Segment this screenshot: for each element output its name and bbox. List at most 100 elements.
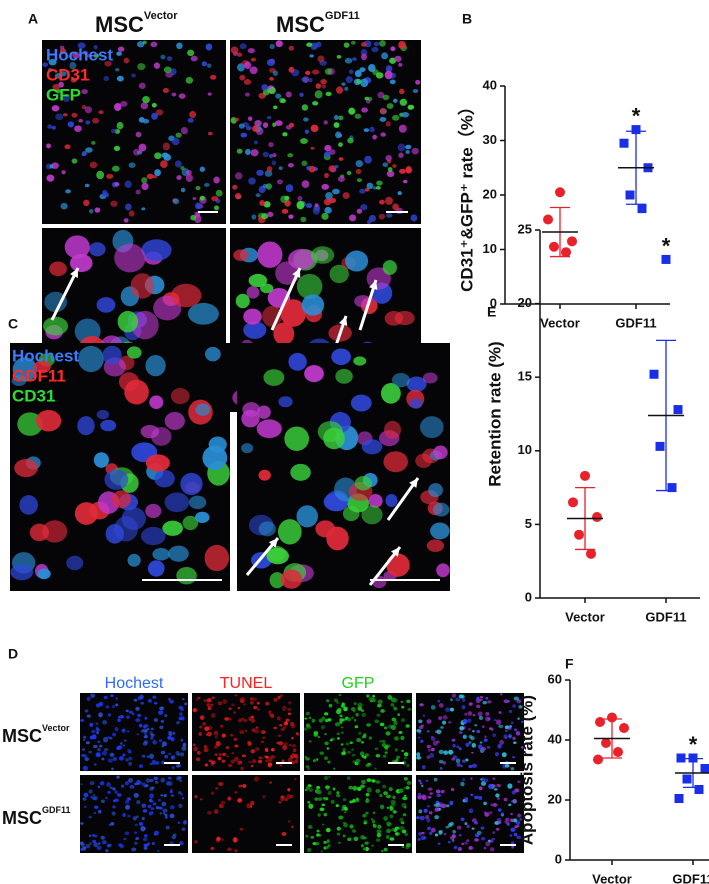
cell	[434, 833, 439, 837]
cell	[513, 741, 517, 745]
cell	[434, 807, 440, 812]
cell	[364, 753, 370, 757]
cell	[426, 818, 431, 823]
cell	[340, 743, 344, 746]
cell	[365, 792, 370, 797]
cell	[93, 744, 98, 749]
cell	[364, 96, 370, 101]
cell	[462, 718, 468, 725]
cell	[105, 705, 110, 709]
cell	[83, 792, 89, 798]
data-point	[673, 405, 683, 415]
cell	[445, 804, 450, 808]
cell	[384, 751, 389, 755]
cell	[247, 47, 255, 54]
cell	[213, 809, 219, 814]
cell	[161, 152, 169, 158]
cell	[328, 703, 333, 708]
cell	[402, 796, 408, 801]
cell	[495, 752, 499, 757]
cell	[202, 722, 207, 726]
cell	[403, 776, 408, 781]
cell	[262, 122, 269, 128]
cell	[437, 842, 441, 845]
cell	[117, 310, 139, 333]
cell	[257, 759, 263, 764]
cell	[510, 827, 516, 832]
cell	[35, 409, 62, 432]
cell	[103, 695, 108, 700]
cell	[250, 149, 259, 157]
cell	[124, 781, 129, 786]
cell	[123, 739, 127, 742]
cell	[455, 697, 461, 702]
cell	[171, 835, 176, 839]
cell	[447, 840, 451, 844]
cell	[338, 841, 341, 844]
cell	[195, 757, 201, 762]
cell	[387, 744, 391, 747]
cell	[93, 763, 97, 766]
cell	[328, 165, 337, 173]
cell	[138, 764, 143, 768]
cell	[104, 796, 108, 800]
cell	[379, 108, 387, 115]
cell	[497, 808, 502, 812]
cell	[147, 560, 165, 577]
cell	[438, 703, 444, 708]
cell	[511, 790, 516, 795]
cell	[246, 286, 260, 299]
cell	[315, 41, 322, 48]
cell	[122, 744, 126, 747]
cell	[168, 730, 172, 734]
cell	[512, 736, 516, 741]
cell	[146, 727, 150, 731]
cell	[346, 170, 352, 176]
cell	[95, 722, 99, 725]
cell	[422, 372, 438, 384]
cell	[440, 726, 444, 729]
cell	[351, 753, 356, 757]
cell	[123, 218, 129, 223]
cell	[436, 793, 441, 798]
cell	[384, 420, 402, 439]
cell	[135, 837, 138, 841]
cell	[248, 718, 252, 721]
cell	[215, 786, 219, 790]
cell	[206, 731, 212, 737]
cell	[288, 701, 292, 705]
cell	[147, 699, 152, 703]
cell	[460, 817, 465, 821]
cell	[323, 151, 331, 158]
micrograph-cells	[192, 694, 300, 771]
cell	[133, 148, 141, 156]
cell	[178, 803, 183, 808]
cell	[308, 716, 312, 720]
cell	[433, 777, 438, 782]
cell	[185, 76, 194, 84]
cell	[86, 54, 91, 58]
cell	[366, 778, 372, 783]
cell	[161, 741, 167, 747]
cell	[419, 781, 423, 785]
cell	[78, 119, 83, 123]
data-point	[674, 794, 684, 803]
cell	[204, 726, 210, 732]
cell	[220, 838, 224, 841]
cell	[122, 812, 126, 817]
cell	[243, 321, 267, 339]
cell	[445, 707, 450, 712]
cell	[112, 757, 117, 761]
arrow-head	[369, 280, 378, 290]
cell	[426, 719, 432, 724]
cell	[288, 744, 292, 747]
cell	[349, 824, 354, 829]
cell	[104, 469, 129, 490]
cell	[287, 707, 292, 711]
cell	[497, 820, 502, 824]
cell	[85, 844, 91, 849]
cell	[198, 732, 203, 737]
cell	[255, 726, 259, 729]
cell	[162, 808, 168, 813]
